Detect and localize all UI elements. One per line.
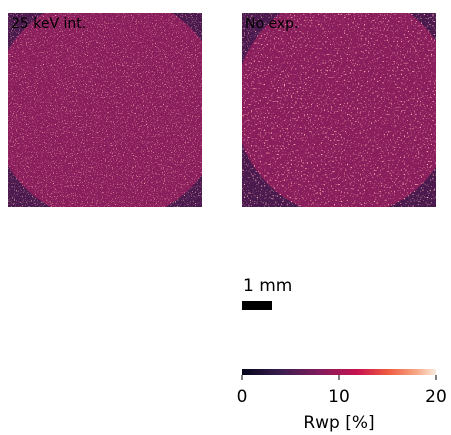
scale-bar-label: 1 mm	[243, 276, 292, 296]
colorbar	[242, 369, 436, 375]
panel-label: 25 keV int.	[11, 16, 86, 32]
panel-label: No exp.	[245, 16, 298, 32]
scale-bar	[242, 301, 272, 310]
colorbar-label: Rwp [%]	[303, 413, 374, 433]
map-panel	[242, 13, 436, 207]
tick-label: 10	[328, 387, 350, 407]
tick-label: 20	[425, 387, 447, 407]
map-panel	[8, 13, 202, 207]
tick-label: 0	[237, 387, 248, 407]
